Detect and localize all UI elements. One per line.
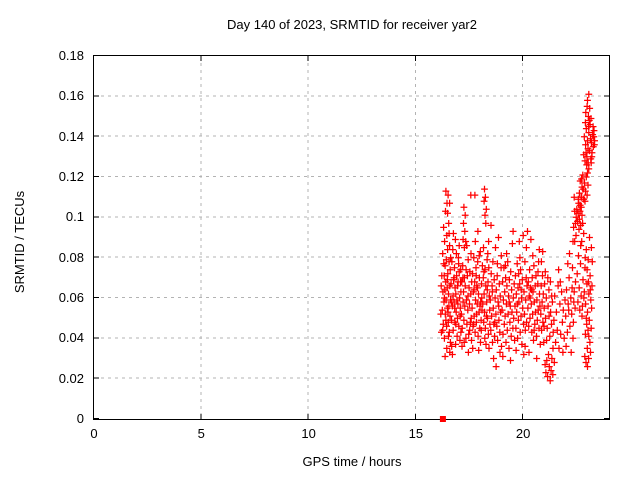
y-tick-label: 0.12 [58, 169, 84, 184]
y-tick-label: 0.04 [58, 330, 84, 346]
x-tick-label: 20 [515, 426, 531, 441]
x-tick-label: 15 [408, 426, 424, 441]
y-tick-label: 0.16 [58, 88, 84, 104]
grid-lines [94, 56, 609, 419]
y-tick-label: 0.06 [58, 290, 84, 305]
y-tick-label: 0.1 [65, 209, 84, 225]
x-tick-label: 5 [197, 426, 205, 441]
chart-title: Day 140 of 2023, SRMTID for receiver yar… [227, 17, 477, 32]
tick-marks [93, 55, 609, 419]
y-tick-label: 0.18 [58, 48, 84, 63]
y-tick-label: 0.08 [58, 249, 84, 265]
plot-border [93, 55, 610, 420]
y-tick-label: 0 [76, 411, 84, 426]
x-tick-label: 0 [90, 426, 98, 441]
scatter-points [437, 90, 598, 385]
plot-area [93, 55, 610, 422]
zero-square-marker [439, 416, 446, 422]
x-tick-label: 10 [301, 426, 316, 441]
y-tick-label: 0.02 [58, 370, 84, 386]
y-tick-label: 0.14 [58, 128, 84, 144]
x-axis-label: GPS time / hours [302, 454, 402, 469]
